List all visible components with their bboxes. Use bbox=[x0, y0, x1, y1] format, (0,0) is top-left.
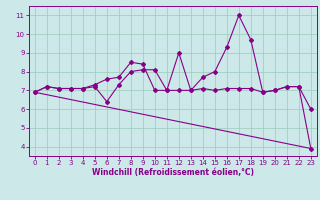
X-axis label: Windchill (Refroidissement éolien,°C): Windchill (Refroidissement éolien,°C) bbox=[92, 168, 254, 177]
